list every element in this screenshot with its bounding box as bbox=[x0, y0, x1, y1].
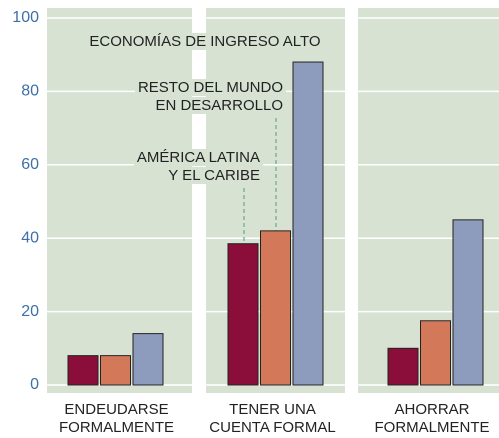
bar bbox=[452, 219, 484, 386]
label-bg bbox=[152, 96, 286, 114]
x-tick-label: FORMALMENTE bbox=[374, 419, 489, 436]
label-bg bbox=[86, 32, 324, 50]
y-tick-label: 60 bbox=[21, 156, 39, 173]
bar bbox=[67, 355, 99, 386]
bar bbox=[420, 320, 451, 386]
series-label: Y EL CARIBE bbox=[168, 167, 260, 184]
bar bbox=[292, 61, 324, 386]
x-tick-label: AHORRAR bbox=[394, 401, 469, 418]
bar bbox=[387, 347, 419, 386]
x-tick-label: FORMALMENTE bbox=[59, 419, 174, 436]
series-label: ECONOMÍAS DE INGRESO ALTO bbox=[89, 33, 320, 50]
y-tick-label: 20 bbox=[21, 303, 39, 320]
label-bg bbox=[133, 148, 263, 166]
bar bbox=[227, 243, 259, 386]
bar bbox=[260, 230, 291, 386]
y-tick-label: 100 bbox=[12, 9, 39, 26]
panel bbox=[47, 8, 192, 393]
x-tick-label: CUENTA FORMAL bbox=[209, 419, 335, 436]
y-tick-label: 0 bbox=[30, 376, 39, 393]
label-bg bbox=[134, 78, 286, 96]
y-tick-label: 80 bbox=[21, 83, 39, 100]
bar bbox=[132, 333, 164, 386]
label-bg bbox=[165, 166, 263, 184]
series-label: RESTO DEL MUNDO bbox=[138, 79, 283, 96]
y-tick-label: 40 bbox=[21, 229, 39, 246]
series-label: AMÉRICA LATINA bbox=[137, 149, 260, 166]
series-label: EN DESARROLLO bbox=[155, 97, 283, 114]
x-tick-label: TENER UNA bbox=[229, 401, 316, 418]
bar bbox=[100, 355, 131, 386]
x-tick-label: ENDEUDARSE bbox=[64, 401, 168, 418]
